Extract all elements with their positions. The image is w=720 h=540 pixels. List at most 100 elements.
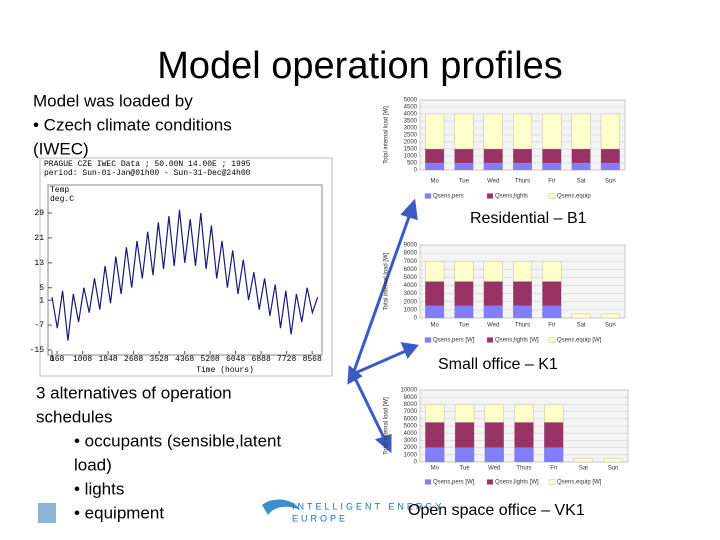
y-tick-label: 5000 [404,424,418,430]
bar-segment [454,148,474,164]
legend-swatch [486,479,494,485]
bar-segment [425,162,445,171]
plot-area [47,184,323,356]
bar-segment [514,404,534,423]
legend-label: Qsens,lights [W] [495,338,539,344]
logo-icon [38,503,56,523]
x-tick-label: 1008 [73,355,92,364]
y-tick-label: 0 [414,460,418,466]
bar-segment [600,113,620,150]
bar-segment [425,404,445,423]
x-tick-label: Tue [459,179,470,185]
legend-label: Qsens,pers [433,194,464,200]
bar-segment [454,305,474,319]
y-tick-label: 2000 [404,299,418,305]
bar-segment [483,148,503,164]
bar-segment [512,305,533,319]
y-axis-label: deg.C [50,195,74,204]
y-tick-label: 1500 [404,147,418,153]
logo-left [38,503,56,523]
x-tick-label: Fri [548,179,555,185]
bar-segment [544,447,564,463]
legend-label: Qsens,lights [W] [495,480,539,486]
legend-label: Qsens,pers [W] [433,480,475,486]
legend-swatch [548,193,556,199]
x-tick-label: 8568 [303,355,322,364]
y-tick-label: 9000 [404,243,418,249]
chart-header: period: Sun-01-Jan@01h00 - Sun-31-Dec@24… [44,169,251,178]
schedule-line: • occupants (sensible,latent [74,431,282,450]
bar-segment [425,422,445,448]
y-tick-label: 500 [407,161,418,167]
legend-swatch [486,337,494,343]
bar-segment [603,458,623,463]
arrowhead [400,342,419,359]
bar-segment [512,148,533,164]
bar-segment [425,261,445,282]
bar-segment [484,404,504,423]
x-tick-label: 6048 [226,355,245,364]
y-tick-label: 9000 [404,395,418,401]
legend-label: Qsens,pers [W] [433,338,475,344]
x-axis-label: Time (hours) [196,366,254,375]
y-tick-label: 4000 [404,431,418,437]
y-axis-label: Total internal load [W] [384,106,390,164]
schedule-line: schedules [36,407,113,426]
y-tick-label: 7000 [404,259,418,265]
x-tick-label: 168 [50,355,65,364]
y-tick-label: 4500 [404,105,418,111]
x-tick-label: Fri [550,466,557,472]
y-tick-label: 6000 [404,416,418,422]
intro-line: (IWEC) [33,139,89,158]
x-tick-label: Sat [579,466,588,472]
intro-line: Model was loaded by [33,91,193,110]
arrowhead [347,365,363,385]
legend-swatch [486,193,494,199]
y-tick-label: 7000 [404,409,418,415]
y-tick-label: -15 [30,346,45,355]
y-axis-label: Total internal load [W] [384,252,390,310]
x-tick-label: 7728 [277,355,296,364]
x-tick-label: Wed [487,323,499,329]
y-tick-label: 0 [414,168,418,174]
y-axis-label: Total internal load [W] [384,397,390,455]
bar-segment [483,113,503,150]
logo-text: INTELLIGENT ENERGY [292,501,444,511]
schedule-line: 3 alternatives of operation [36,383,232,402]
x-tick-label: 0 [50,355,55,364]
x-tick-label: Mo [431,466,440,472]
bar-segment [484,447,504,463]
x-tick-label: Mo [430,323,439,329]
bar-segment [484,422,504,448]
y-tick-label: 5000 [404,275,418,281]
y-tick-label: 2500 [404,133,418,139]
bar-segment [573,458,594,463]
bar-segment [425,148,445,164]
bar-segment [542,148,562,164]
profile-caption: Open space office – VK1 [408,502,585,519]
y-tick-label: 1000 [404,154,418,160]
x-tick-label: Tue [460,466,471,472]
bar-segment [571,113,591,150]
bar-segment [425,305,445,319]
y-tick-label: 4000 [404,112,418,118]
y-tick-label: 8000 [404,402,418,408]
x-tick-label: Fri [548,323,555,329]
x-tick-label: 5208 [201,355,220,364]
y-tick-label: 6000 [404,267,418,273]
bar-segment [571,162,591,171]
x-tick-label: 4368 [175,355,194,364]
bar-segment [512,261,533,282]
chart-header: PRAGUE CZE IWEC Data ; 50.00N 14.00E ; 1… [44,160,251,169]
logo-iee: INTELLIGENT ENERGY EUROPE [262,499,444,523]
x-tick-label: Sat [577,323,586,329]
legend-label: Qsens,equip [557,194,591,200]
logo-swoosh [262,499,300,515]
bar-segment [454,162,474,171]
y-tick-label: 21 [34,234,44,243]
legend-swatch [548,337,556,343]
logo-text: EUROPE [292,513,348,523]
profile-caption: Residential – B1 [470,210,587,227]
y-tick-label: 1000 [404,452,418,458]
